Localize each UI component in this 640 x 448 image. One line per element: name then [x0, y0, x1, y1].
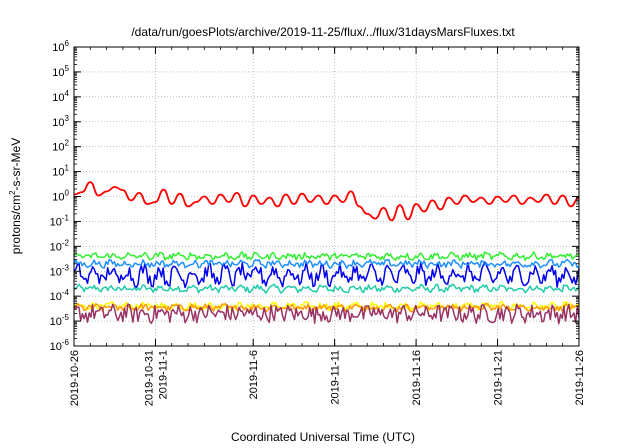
x-tick-label: 2019-11-1	[157, 350, 169, 399]
x-tick-label: 2019-11-6	[248, 350, 260, 399]
y-tick-label: 101	[52, 164, 69, 179]
y-tick-label: 104	[52, 89, 69, 104]
series-line	[73, 303, 580, 325]
plot-frame	[73, 46, 580, 347]
y-tick-label: 10-6	[50, 338, 70, 353]
series-line	[73, 302, 580, 313]
y-tick-label: 10-4	[50, 288, 70, 303]
y-axis-tick-labels: 10-6 10-5 10-4 10-3 10-2 10-1 100 101 102 103 104 1…	[50, 39, 70, 353]
series-line	[73, 261, 580, 289]
y-tick-label: 106	[52, 39, 69, 54]
y-tick-label: 10-1	[50, 213, 70, 228]
x-tick-label: 2019-10-26	[69, 350, 81, 406]
series-line	[73, 283, 580, 294]
x-axis-tick-labels: 2019-10-26 2019-10-31 2019-11-1 2019-11-6 20…	[69, 350, 586, 406]
y-axis-label: protons/cm2-s-sr-MeV	[8, 138, 23, 254]
series-layer	[73, 181, 580, 325]
y-tick-label: 10-5	[50, 313, 70, 328]
y-tick-label: 100	[52, 189, 69, 204]
series-line	[73, 181, 580, 222]
chart-title: /data/run/goesPlots/archive/2019-11-25/f…	[131, 25, 515, 39]
y-tick-label: 10-2	[50, 238, 70, 253]
y-tick-label: 10-3	[50, 263, 70, 278]
series-line	[73, 251, 580, 262]
x-axis-label: Coordinated Universal Time (UTC)	[231, 430, 415, 444]
series-line	[73, 258, 580, 269]
x-tick-label: 2019-11-16	[411, 350, 423, 405]
x-tick-label: 2019-11-21	[493, 350, 505, 405]
y-tick-label: 105	[52, 64, 69, 79]
x-tick-label: 2019-10-31	[143, 350, 155, 406]
y-tick-label: 103	[52, 114, 69, 129]
x-tick-label: 2019-11-11	[330, 350, 342, 405]
y-tick-label: 102	[52, 139, 69, 154]
x-tick-label: 2019-11-26	[574, 350, 586, 405]
